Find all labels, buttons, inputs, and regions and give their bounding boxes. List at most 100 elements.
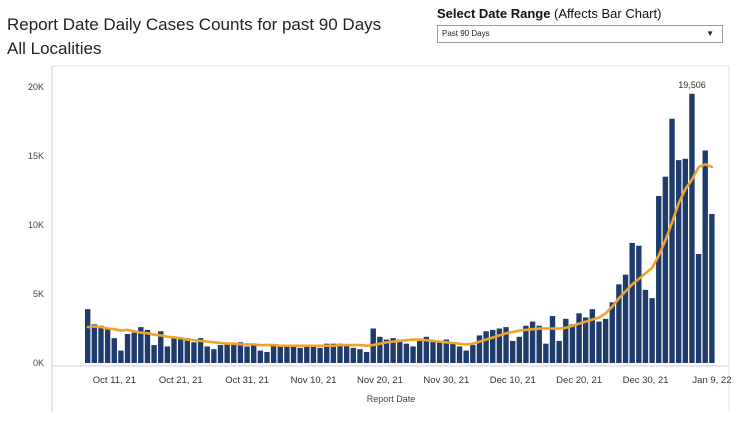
x-tick-label: Nov 20, 21 [357, 375, 403, 386]
bar [244, 346, 250, 363]
date-range-label-suffix: (Affects Bar Chart) [550, 6, 662, 21]
bar [509, 340, 516, 363]
bar [164, 346, 171, 363]
bar [151, 345, 157, 363]
bar [171, 338, 177, 363]
bar [264, 351, 270, 363]
x-tick-label: Nov 10, 21 [291, 375, 337, 386]
bar [118, 350, 124, 363]
bar [104, 328, 111, 363]
bar [397, 339, 403, 363]
bar [377, 336, 383, 363]
x-tick-label: Dec 20, 21 [556, 375, 602, 386]
chevron-down-icon: ▼ [706, 29, 714, 38]
bar [636, 245, 642, 363]
bar [556, 340, 562, 363]
bar [662, 176, 669, 363]
x-tick-label: Nov 30, 21 [423, 375, 469, 386]
bar [237, 342, 244, 363]
bar [649, 298, 655, 363]
bar [297, 347, 303, 363]
bar [682, 158, 688, 363]
bar [403, 343, 410, 363]
date-range-label-bold: Select Date Range [437, 6, 551, 21]
bar [270, 345, 277, 363]
bar [423, 336, 430, 363]
bar [284, 345, 290, 363]
bar [695, 253, 702, 363]
bar [85, 309, 91, 363]
bar [138, 327, 144, 363]
date-range-selected-value: Past 90 Days [442, 29, 490, 38]
y-tick-label: 20K [28, 82, 44, 92]
title-line-2: All Localities [7, 39, 102, 58]
x-tick-label: Oct 21, 21 [159, 375, 203, 386]
bar [496, 328, 503, 363]
bar [197, 338, 204, 363]
date-range-label: Select Date Range (Affects Bar Chart) [437, 5, 723, 22]
bar [417, 340, 423, 363]
bar [622, 274, 629, 363]
bar [463, 350, 469, 363]
bar [609, 302, 615, 363]
bar [91, 324, 98, 363]
bar [563, 318, 569, 363]
bar [589, 309, 596, 363]
bar [549, 316, 556, 363]
bar [310, 345, 317, 363]
bar [251, 345, 257, 363]
bar [204, 346, 210, 363]
bar [191, 342, 197, 363]
y-tick-label: 0K [33, 358, 44, 368]
bar [470, 345, 476, 363]
bar [616, 284, 622, 363]
bar [516, 336, 522, 363]
bar [231, 345, 237, 363]
bar [410, 346, 416, 363]
bar [98, 325, 104, 363]
bar [456, 346, 463, 363]
chart-title: Report Date Daily Cases Counts for past … [7, 13, 381, 61]
bar [330, 343, 337, 363]
x-tick-label: Dec 10, 21 [490, 375, 536, 386]
bar [184, 338, 190, 363]
y-tick-label: 10K [28, 220, 44, 230]
bar [689, 93, 695, 363]
bar [363, 351, 370, 363]
bar [503, 327, 509, 363]
x-tick-label: Jan 9, 22 [692, 375, 731, 386]
bar [523, 325, 529, 363]
date-range-select[interactable]: Past 90 Days ▼ [437, 25, 723, 43]
bar [111, 338, 117, 363]
bar [583, 317, 589, 363]
bar [543, 343, 549, 363]
bar [483, 331, 489, 363]
bar [529, 321, 536, 363]
bar [383, 339, 390, 363]
x-tick-label: Oct 31, 21 [225, 375, 269, 386]
bar [669, 118, 675, 364]
bar [324, 343, 330, 363]
bar [257, 350, 264, 363]
title-line-1: Report Date Daily Cases Counts for past … [7, 15, 382, 34]
bar [177, 338, 184, 363]
bar [436, 342, 443, 363]
bar [450, 343, 456, 363]
bar [350, 347, 356, 363]
bar [124, 334, 131, 363]
bar [675, 160, 682, 363]
bar [317, 347, 323, 363]
bar [390, 338, 396, 363]
bar [476, 335, 483, 363]
bar [602, 318, 609, 363]
bar [642, 289, 649, 363]
x-axis-title: Report Date [367, 394, 416, 404]
bar [709, 213, 715, 363]
x-tick-label: Dec 30, 21 [623, 375, 669, 386]
bar [702, 150, 708, 363]
bar [211, 349, 217, 363]
bar [656, 196, 662, 363]
bar [158, 331, 164, 363]
bar [304, 345, 310, 363]
